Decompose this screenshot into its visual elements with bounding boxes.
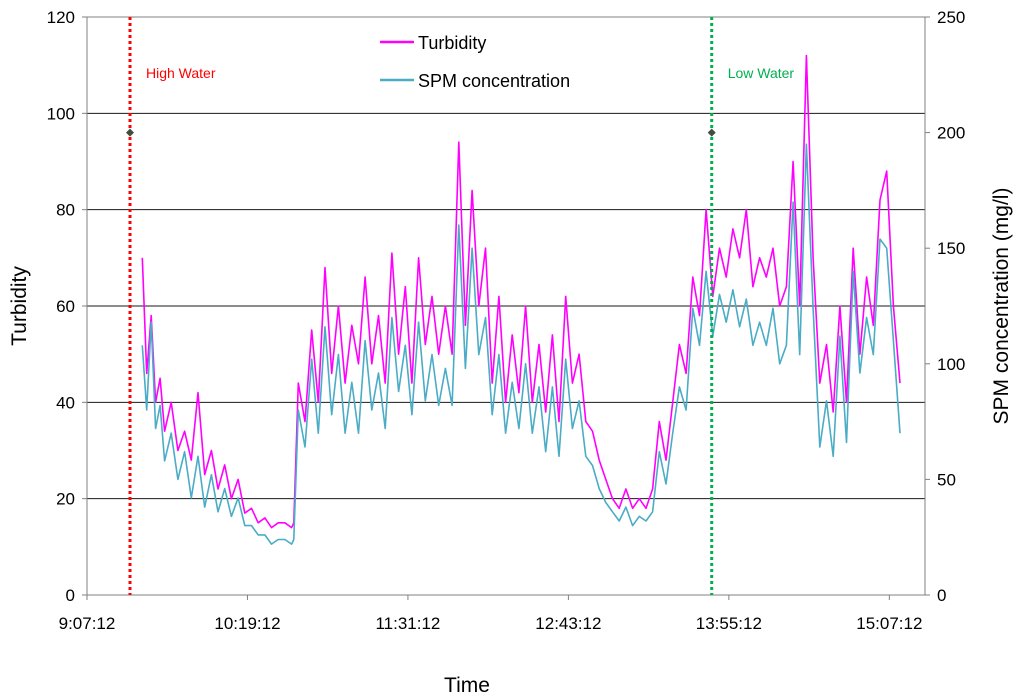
y2-tick-label: 250	[937, 8, 965, 27]
y2-axis-title: SPM concentration (mg/l)	[990, 188, 1013, 425]
x-axis-ticks: 9:07:12 10:19:12 11:31:12 12:43:12 13:55:12 1…	[59, 595, 922, 633]
x-tick-label: 13:55:12	[696, 614, 762, 633]
marker-point	[126, 128, 135, 137]
series-layer	[141, 54, 901, 545]
y-tick-label: 0	[66, 586, 75, 605]
legend-label-spm: SPM concentration	[418, 71, 570, 91]
x-tick-label: 12:43:12	[535, 614, 601, 633]
legend: Turbidity SPM concentration	[380, 33, 570, 91]
x-tick-label: 15:07:12	[856, 614, 922, 633]
legend-label-turbidity: Turbidity	[418, 33, 486, 53]
x-tick-label: 9:07:12	[59, 614, 116, 633]
y-tick-label: 20	[56, 490, 75, 509]
y-tick-label: 120	[47, 8, 75, 27]
x-axis-title: Time	[444, 674, 490, 697]
y-tick-label: 40	[56, 393, 75, 412]
y-tick-label: 80	[56, 201, 75, 220]
y2-axis-ticks: 0 50 100 150 200 250	[925, 8, 965, 605]
annotation-label-low-water: Low Water	[728, 65, 795, 81]
x-tick-label: 10:19:12	[214, 614, 280, 633]
y2-tick-label: 100	[937, 355, 965, 374]
y-axis-title: Turbidity	[8, 266, 31, 346]
x-tick-label: 11:31:12	[375, 614, 440, 633]
y2-tick-label: 150	[937, 239, 965, 258]
series-line-turbidity	[141, 54, 901, 529]
annotation-label-high-water: High Water	[146, 65, 216, 81]
annotation-layer: High Water Low Water	[126, 17, 794, 595]
series-line-spm	[141, 143, 901, 545]
y-tick-label: 60	[56, 297, 75, 316]
y2-tick-label: 50	[937, 470, 956, 489]
y2-tick-label: 200	[937, 124, 965, 143]
marker-point	[707, 128, 716, 137]
y-axis-ticks: 0 20 40 60 80 100 120	[47, 8, 87, 605]
y2-tick-label: 0	[937, 586, 946, 605]
y-tick-label: 100	[47, 104, 75, 123]
